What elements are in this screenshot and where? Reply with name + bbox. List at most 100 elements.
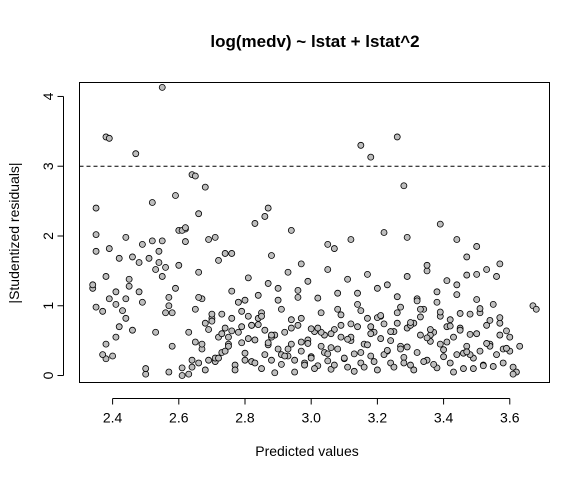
x-tick-label: 2.4	[103, 410, 123, 426]
data-point	[155, 247, 163, 255]
data-point	[354, 323, 361, 331]
data-point	[413, 297, 421, 305]
data-point	[115, 254, 123, 262]
data-point	[516, 342, 524, 350]
data-point	[102, 340, 110, 348]
data-point	[228, 314, 236, 322]
data-point	[188, 363, 196, 371]
data-point	[155, 259, 163, 266]
data-point	[403, 343, 411, 351]
data-point	[354, 300, 361, 308]
data-point	[221, 347, 229, 355]
data-point	[413, 349, 421, 356]
data-point	[364, 270, 371, 278]
data-point	[254, 321, 262, 328]
data-point	[354, 289, 361, 297]
data-point	[135, 288, 143, 296]
data-point	[486, 317, 494, 324]
data-point	[268, 252, 275, 259]
x-tick-label: 3.0	[301, 410, 321, 426]
data-point	[483, 340, 491, 347]
data-point	[453, 291, 461, 298]
data-point	[493, 273, 500, 280]
data-point	[297, 338, 305, 346]
data-point	[367, 153, 375, 161]
data-point	[453, 236, 461, 243]
data-point	[423, 334, 431, 342]
data-point	[340, 354, 348, 362]
data-point	[423, 267, 431, 275]
data-point	[215, 354, 222, 362]
data-point	[489, 363, 497, 370]
data-point	[463, 342, 471, 350]
data-point	[228, 327, 236, 335]
data-point	[261, 213, 269, 220]
data-point	[261, 351, 269, 358]
x-tick-label: 3.4	[434, 410, 454, 426]
data-point	[165, 302, 173, 310]
data-point	[417, 331, 424, 339]
data-point	[241, 356, 249, 364]
data-point	[105, 245, 113, 252]
data-point	[125, 275, 133, 283]
data-point	[403, 273, 411, 280]
data-point	[89, 281, 97, 289]
data-point	[138, 298, 146, 306]
data-point	[148, 237, 156, 245]
data-point	[479, 362, 487, 370]
data-point	[238, 323, 246, 331]
data-point	[476, 347, 484, 355]
data-point	[503, 344, 510, 352]
data-point	[446, 316, 454, 324]
data-point	[473, 330, 481, 338]
data-point	[380, 320, 388, 328]
data-point	[350, 350, 358, 358]
data-point	[268, 331, 275, 339]
data-point	[175, 261, 183, 269]
data-point	[426, 326, 434, 333]
data-point	[185, 328, 193, 336]
data-point	[162, 309, 169, 317]
data-point	[287, 316, 295, 324]
x-tick-label: 3.6	[500, 410, 520, 426]
data-point	[145, 254, 153, 262]
data-point	[330, 361, 338, 369]
data-point	[367, 352, 375, 360]
data-point	[294, 293, 302, 301]
data-point	[238, 339, 246, 347]
data-point	[496, 319, 504, 327]
data-point	[334, 305, 342, 313]
y-tick-label: 3	[40, 162, 56, 170]
data-point	[324, 240, 332, 248]
data-point	[92, 247, 100, 255]
data-point	[443, 277, 451, 285]
data-point	[390, 363, 398, 371]
data-point	[225, 333, 232, 341]
data-point	[347, 320, 355, 328]
data-point	[112, 288, 120, 296]
data-point	[456, 326, 464, 334]
data-point	[397, 303, 404, 311]
data-point	[178, 364, 186, 372]
data-point	[218, 330, 226, 338]
data-point	[274, 296, 282, 304]
data-point	[291, 356, 299, 364]
data-point	[251, 220, 259, 227]
data-point	[393, 319, 401, 327]
data-point	[221, 250, 229, 257]
data-point	[400, 359, 408, 367]
data-point	[337, 311, 345, 319]
data-point	[304, 277, 312, 285]
data-point	[195, 359, 203, 367]
data-point	[287, 227, 295, 234]
data-point	[205, 236, 212, 243]
data-point	[112, 333, 120, 341]
data-point	[307, 354, 315, 362]
x-tick-label: 2.6	[169, 410, 189, 426]
data-point	[208, 317, 216, 325]
data-point	[446, 322, 454, 330]
data-point	[284, 345, 292, 353]
data-point	[317, 342, 325, 350]
y-tick-label: 1	[40, 302, 56, 310]
